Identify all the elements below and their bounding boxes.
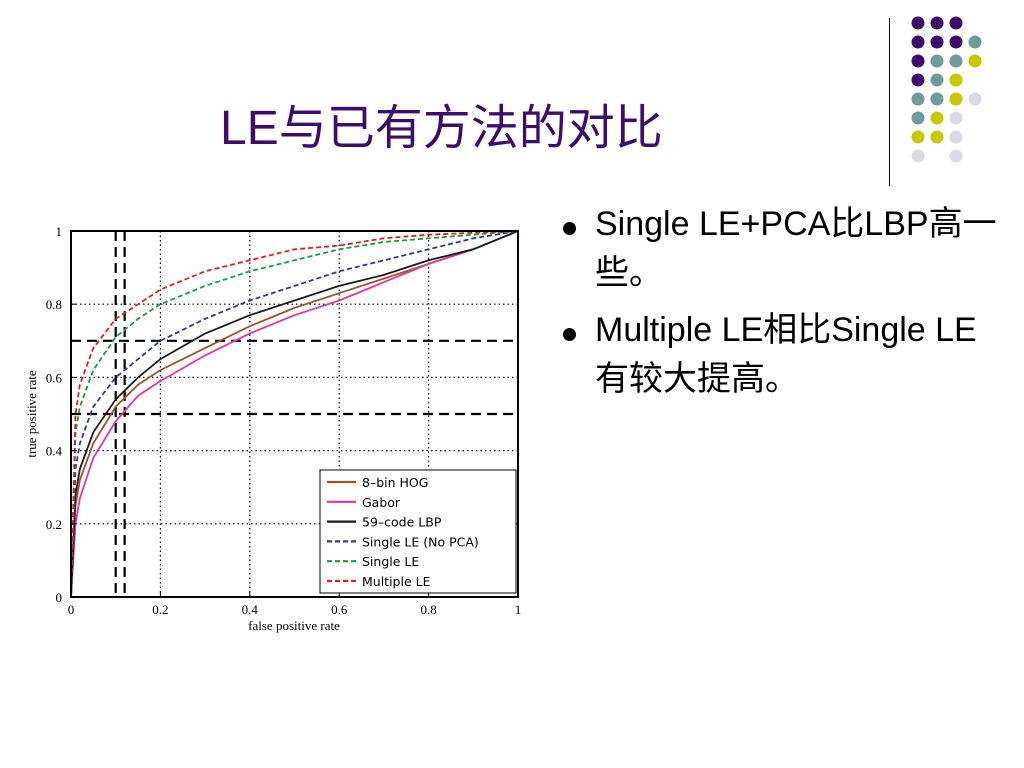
y-tick-label: 1	[56, 224, 63, 239]
decorative-dot	[968, 54, 982, 68]
decorative-dot	[968, 35, 982, 49]
x-tick-label: 0.6	[331, 602, 348, 617]
decorative-dot	[949, 149, 963, 163]
chart-series	[70, 230, 519, 598]
decorative-dot	[949, 111, 963, 125]
decorative-dot	[911, 130, 925, 144]
y-tick-label: 0.8	[46, 297, 62, 312]
bullet-icon	[563, 222, 576, 235]
bullet-text: Single LE+PCA比LBP高一些。	[595, 205, 997, 292]
series-line	[70, 230, 519, 598]
decorative-dot	[911, 73, 925, 87]
x-tick-label: 0	[68, 602, 75, 617]
decorative-dot	[930, 130, 944, 144]
decorative-dot	[930, 35, 944, 49]
series-line	[70, 230, 519, 598]
decorative-dot	[930, 73, 944, 87]
decorative-dot	[930, 54, 944, 68]
reference-lines	[71, 231, 518, 597]
decorative-dot	[949, 73, 963, 87]
series-line	[70, 230, 519, 598]
decorative-dot	[930, 16, 944, 30]
decorative-dot	[949, 16, 963, 30]
legend-label: 59–code LBP	[362, 515, 442, 530]
bullet-item: Multiple LE相比Single LE有较大提高。	[563, 306, 1003, 404]
x-tick-label: 1	[515, 602, 522, 617]
y-tick-label: 0	[56, 590, 63, 605]
y-tick-label: 0.2	[46, 517, 62, 532]
decorative-dot	[968, 92, 982, 106]
chart-ticks: 0 0.2 0.4 0.6 0.8 1 0 0.2 0.4 0.6 0.8 1	[46, 224, 522, 617]
legend-label: Gabor	[362, 495, 401, 510]
decorative-dot	[911, 35, 925, 49]
decorative-dot	[949, 130, 963, 144]
decorative-dot	[949, 92, 963, 106]
series-line	[70, 230, 519, 598]
decorative-dot	[911, 149, 925, 163]
bullet-icon	[563, 328, 576, 341]
legend-label: Multiple LE	[362, 574, 431, 589]
legend-box	[319, 469, 517, 594]
x-tick-label: 0.4	[242, 602, 259, 617]
y-tick-label: 0.4	[46, 444, 63, 459]
decorative-dot	[911, 92, 925, 106]
decorative-dot-grid	[911, 16, 982, 163]
legend-label: 8–bin HOG	[362, 475, 428, 490]
x-axis-label: false positive rate	[248, 618, 340, 633]
bullet-list: Single LE+PCA比LBP高一些。 Multiple LE相比Singl…	[563, 200, 1003, 412]
x-tick-label: 0.2	[152, 602, 168, 617]
slide-title: LE与已有方法的对比	[220, 102, 663, 155]
y-axis-label: true positive rate	[24, 370, 39, 458]
plot-frame	[70, 230, 519, 598]
bullet-text: Multiple LE相比Single LE有较大提高。	[595, 311, 977, 398]
decorative-dot	[911, 111, 925, 125]
decorative-dot	[949, 35, 963, 49]
bullet-item: Single LE+PCA比LBP高一些。	[563, 200, 1003, 298]
y-tick-label: 0.6	[46, 370, 63, 385]
chart-legend: 8–bin HOG Gabor 59–code LBP Single LE (No P…	[319, 469, 517, 594]
series-line	[70, 230, 519, 598]
divider-line	[889, 18, 890, 186]
decorative-dot	[930, 92, 944, 106]
legend-label: Single LE (No PCA)	[362, 534, 479, 549]
decorative-dot	[911, 16, 925, 30]
decorative-dot	[911, 54, 925, 68]
decorative-dot	[949, 54, 963, 68]
x-tick-label: 0.8	[420, 602, 436, 617]
legend-label: Single LE	[362, 554, 419, 569]
decorative-dot	[930, 111, 944, 125]
series-line	[70, 230, 519, 598]
